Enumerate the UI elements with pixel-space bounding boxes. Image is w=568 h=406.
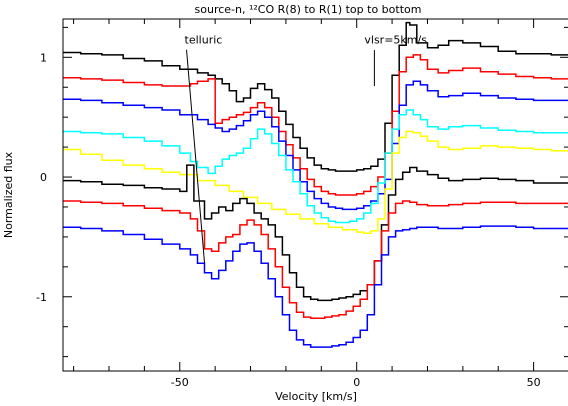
- series-line-3: [63, 80, 568, 211]
- annotation-telluric: telluric: [185, 34, 223, 47]
- series-line-4: [63, 109, 568, 224]
- x-axis-label: Velocity [km/s]: [275, 390, 357, 403]
- series-line-7: [63, 200, 568, 320]
- x-tick-label: 50: [527, 376, 541, 389]
- x-tick-label: -50: [171, 376, 189, 389]
- y-axis-label: Normalized flux: [2, 151, 15, 238]
- plot-frame: [62, 18, 568, 372]
- telluric-pointer-line: [186, 49, 206, 264]
- y-tick-label: 0: [40, 171, 47, 184]
- chart-title: source-n, ¹²CO R(8) to R(1) top to botto…: [195, 3, 422, 16]
- series-line-1: [63, 21, 568, 172]
- annotation-vlsr: vlsr=5km/s: [364, 34, 427, 47]
- y-tick-label: 1: [40, 51, 47, 64]
- series-group: [63, 21, 568, 348]
- y-tick-label: -1: [36, 291, 47, 304]
- ticks-group: -50 0 50 -1 0 1: [36, 19, 568, 389]
- x-tick-label: 0: [353, 376, 360, 389]
- annotations-group: telluric vlsr=5km/s: [185, 34, 427, 264]
- series-line-6: [63, 164, 568, 302]
- series-line-5: [63, 130, 568, 235]
- series-line-8: [63, 225, 568, 348]
- series-line-2: [63, 54, 568, 196]
